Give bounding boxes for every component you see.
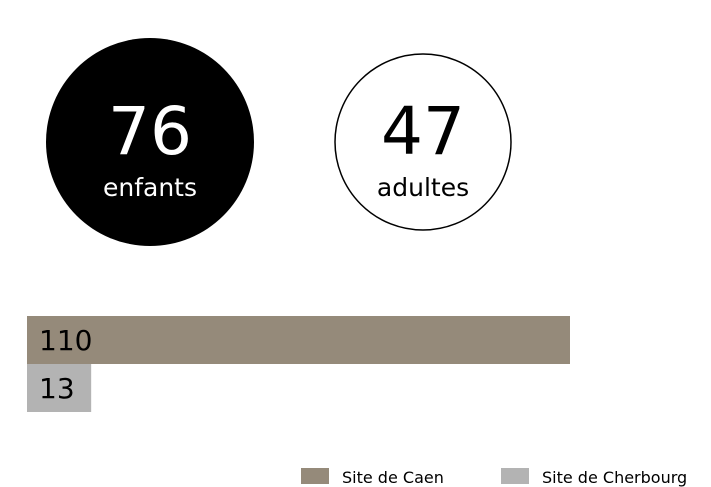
legend-swatch bbox=[301, 468, 329, 484]
legend-swatch bbox=[501, 468, 529, 484]
bar-value-label: 13 bbox=[39, 372, 75, 405]
stat-label: enfants bbox=[103, 173, 197, 202]
stat-label: adultes bbox=[377, 173, 469, 202]
stat-circle-outline bbox=[334, 53, 512, 231]
stat-value: 47 bbox=[381, 93, 465, 170]
stat-value: 76 bbox=[108, 93, 192, 170]
legend-label: Site de Cherbourg bbox=[542, 468, 687, 487]
bar bbox=[27, 316, 570, 364]
legend-label: Site de Caen bbox=[342, 468, 444, 487]
stat-circle-filled bbox=[46, 38, 254, 246]
bar-value-label: 110 bbox=[39, 324, 92, 357]
bar bbox=[27, 364, 92, 412]
